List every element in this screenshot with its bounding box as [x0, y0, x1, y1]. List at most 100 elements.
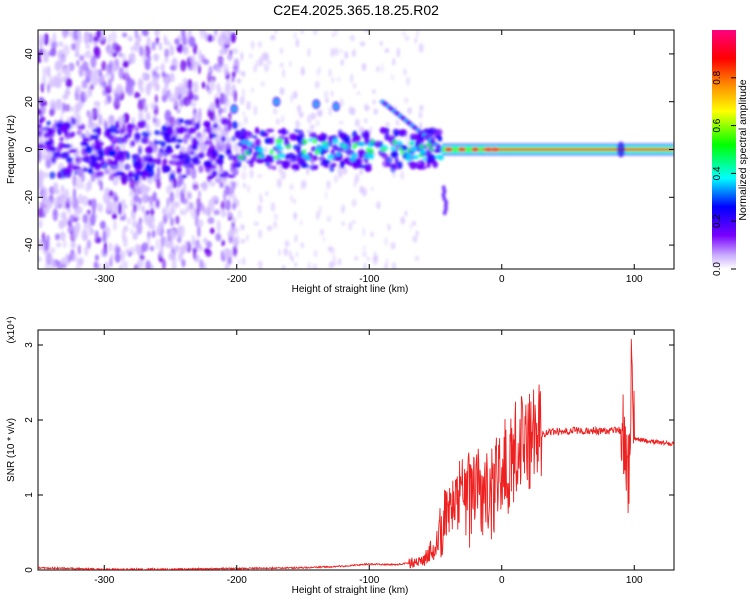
carrier-hotspot: [338, 142, 345, 147]
noise-blob: [136, 245, 143, 256]
noise-blob: [176, 226, 182, 238]
noise-blob: [259, 193, 262, 203]
noise-blob: [188, 36, 196, 48]
noise-blob: [402, 68, 407, 76]
noise-blob: [307, 47, 311, 58]
noise-blob: [280, 114, 285, 124]
carrier-band-blob: [230, 135, 237, 142]
noise-blob: [74, 207, 79, 219]
noise-blob: [278, 249, 281, 257]
noise-blob: [392, 261, 397, 269]
carrier-hotspot: [240, 140, 249, 144]
carrier-band-blob: [140, 137, 147, 144]
noise-blob: [270, 202, 276, 212]
snr-point: [623, 434, 624, 435]
carrier-band-blob: [168, 159, 178, 166]
carrier-band-blob: [71, 165, 80, 170]
carrier-band-blob: [103, 130, 112, 138]
noise-blob: [220, 93, 228, 105]
carrier-hotspot: [370, 139, 375, 144]
noise-blob: [57, 41, 64, 47]
snr-point: [448, 513, 449, 514]
noise-blob: [300, 30, 304, 35]
carrier-band-blob: [150, 163, 155, 168]
noise-blob: [109, 257, 113, 268]
noise-blob: [246, 184, 251, 193]
noise-blob: [354, 118, 360, 127]
noise-blob: [140, 258, 144, 269]
noise-blob: [76, 59, 80, 67]
carrier-band-blob: [219, 173, 225, 178]
spectrogram-x-tick-label: -200: [227, 274, 247, 285]
noise-blob: [144, 103, 148, 113]
carrier-band-blob: [186, 155, 192, 163]
carrier-band-blob: [337, 129, 343, 136]
carrier-band-blob: [119, 129, 126, 134]
noise-blob: [38, 175, 44, 185]
high-freq-patch-core: [314, 101, 319, 107]
carrier-band-blob: [108, 150, 116, 157]
noise-blob: [75, 85, 82, 94]
carrier-band-blob: [284, 136, 289, 144]
carrier-band-blob: [218, 154, 225, 160]
noise-blob: [161, 71, 166, 78]
noise-blob: [411, 220, 417, 226]
noise-blob: [174, 38, 180, 45]
noise-blob: [373, 108, 379, 115]
carrier-band-blob: [153, 129, 161, 136]
carrier-band-blob: [339, 160, 345, 169]
noise-blob: [310, 112, 316, 120]
noise-blob: [87, 121, 94, 130]
noise-blob: [185, 167, 191, 176]
tone-hotspot: [458, 147, 466, 152]
carrier-hotspot: [429, 147, 435, 151]
noise-blob: [161, 88, 167, 96]
noise-blob: [96, 104, 101, 116]
noise-blob: [159, 45, 163, 51]
noise-blob: [49, 247, 56, 254]
noise-blob: [232, 65, 237, 71]
spectrogram-y-tick-label: 0: [24, 146, 35, 152]
noise-blob: [169, 201, 177, 208]
noise-blob: [230, 32, 237, 44]
noise-blob: [196, 226, 201, 238]
noise-blob: [257, 41, 263, 48]
noise-blob: [183, 240, 189, 251]
carrier-band-blob: [179, 125, 185, 134]
carrier-band-blob: [89, 134, 95, 141]
noise-blob: [142, 72, 147, 81]
carrier-band-blob: [57, 130, 62, 136]
noise-blob: [132, 231, 138, 240]
noise-blob: [338, 120, 344, 125]
noise-blob: [62, 102, 66, 113]
noise-blob: [237, 259, 241, 265]
noise-blob: [177, 251, 184, 262]
noise-blob: [86, 209, 92, 215]
carrier-hotspot: [351, 144, 357, 150]
noise-blob: [84, 245, 89, 257]
high-freq-patch-core: [334, 103, 339, 109]
noise-blob: [104, 72, 111, 78]
carrier-band-blob: [315, 135, 324, 142]
colorbar-tick-label: 0.6: [712, 118, 723, 132]
noise-blob: [239, 96, 245, 105]
noise-blob: [282, 68, 286, 78]
noise-blob: [284, 240, 290, 248]
noise-blob: [114, 252, 121, 263]
noise-blob: [192, 113, 199, 119]
carrier-hotspot: [308, 138, 313, 142]
snr-point: [634, 438, 635, 439]
noise-blob: [77, 244, 81, 255]
carrier-band-blob: [111, 139, 117, 145]
noise-blob: [175, 244, 179, 253]
noise-blob: [351, 49, 356, 57]
noise-blob: [242, 71, 246, 78]
tone-hotspot: [484, 147, 493, 152]
colorbar-tick-label: 0.4: [712, 166, 723, 180]
noise-blob: [353, 178, 357, 188]
noise-blob: [70, 106, 74, 112]
noise-blob: [258, 229, 263, 239]
noise-blob: [296, 104, 302, 113]
colorbar-label: Normalized spectral amplitude: [737, 79, 749, 220]
noise-blob: [190, 117, 196, 127]
